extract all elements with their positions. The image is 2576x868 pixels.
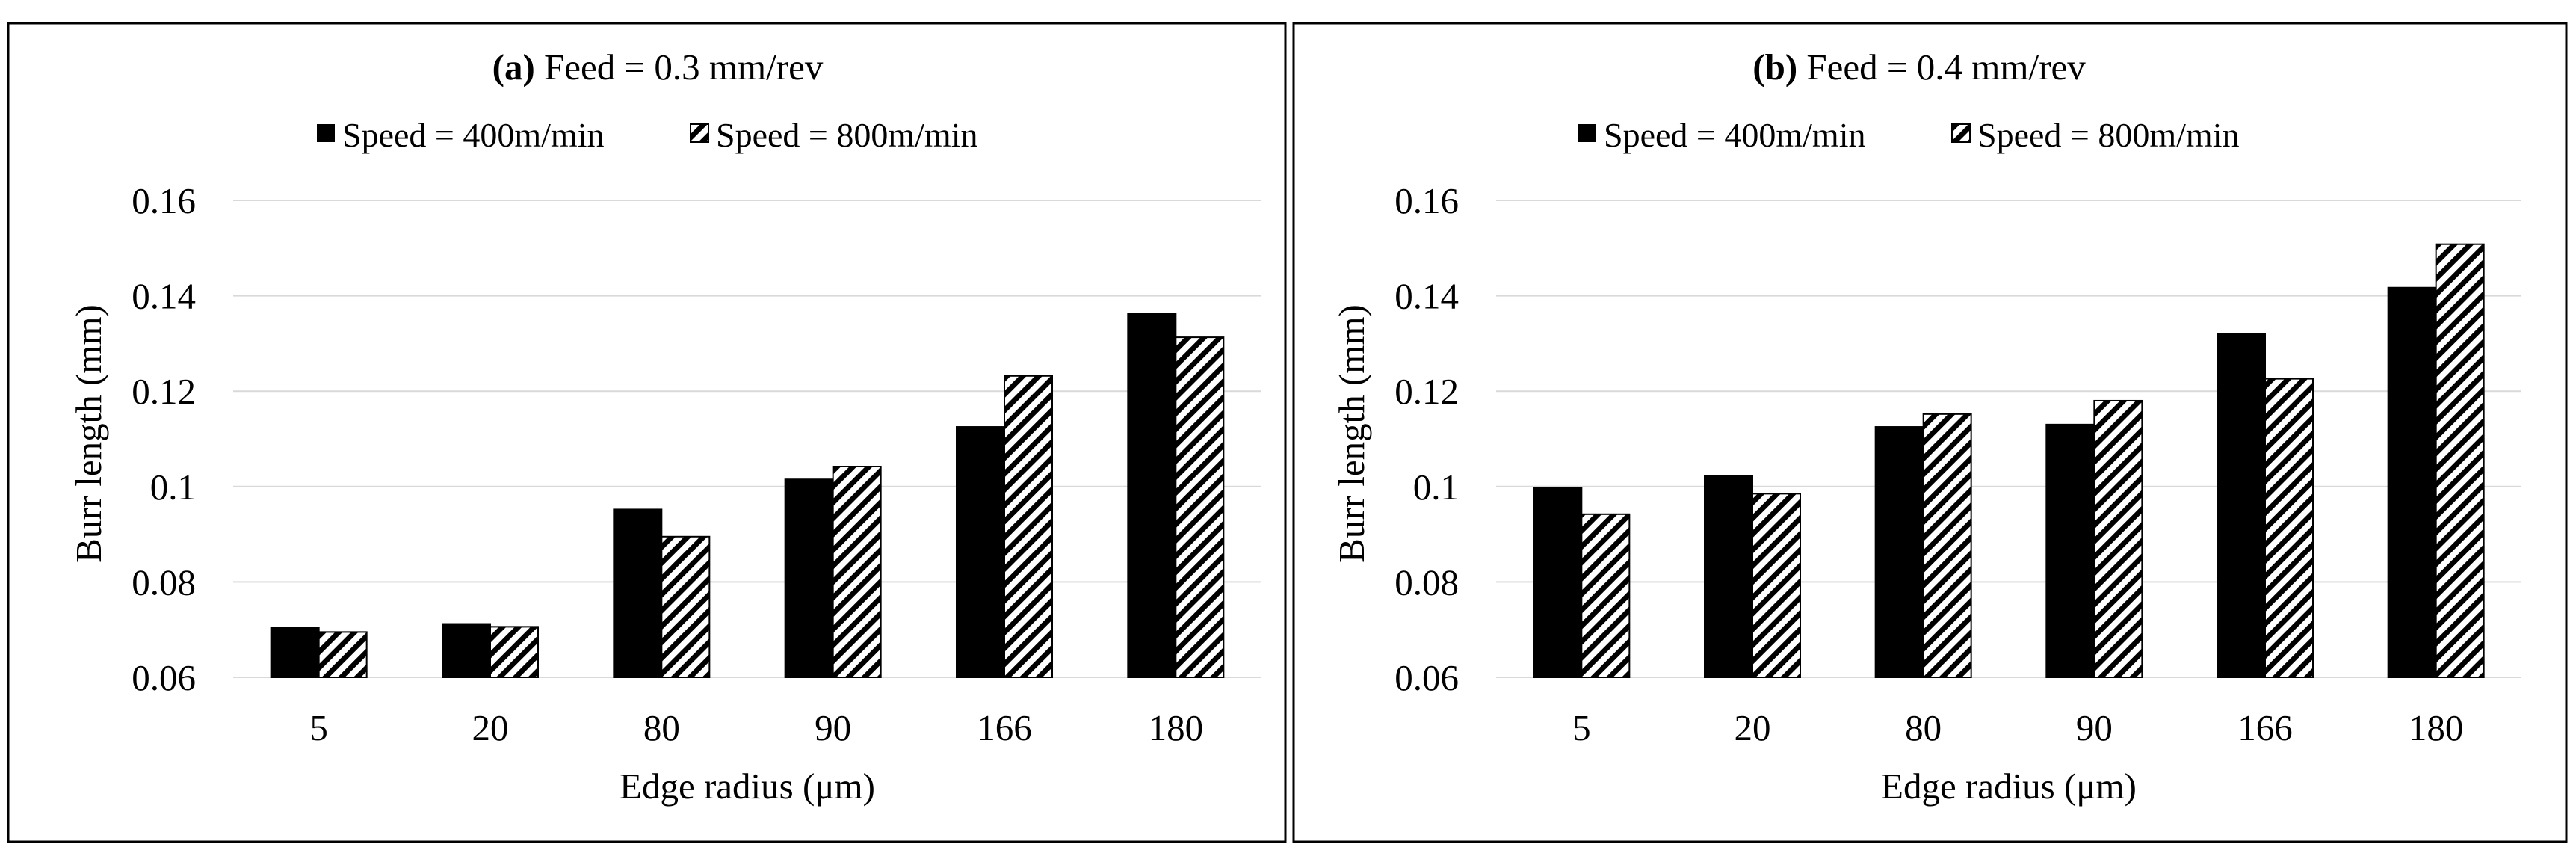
- panel-b-title-text: Feed = 0.4 mm/rev: [1797, 46, 2086, 87]
- panel-a-bar-speed-400-r180: [1127, 313, 1177, 678]
- panel-a-title-text: Feed = 0.3 mm/rev: [535, 46, 824, 87]
- panel-b-ytick-label: 0.1: [1413, 467, 1459, 508]
- panel-a-bar-speed-400-r166: [956, 426, 1005, 678]
- panel-b-legend-swatch-hatch: [1951, 123, 1971, 143]
- panel-a-title: (a) Feed = 0.3 mm/rev: [492, 46, 824, 87]
- panel-a-xlabel: Edge radius (μm): [620, 766, 875, 807]
- panel-b-bar-speed-800-r180: [2435, 243, 2485, 679]
- panel-a-bar-speed-800-r20: [489, 626, 539, 679]
- panel-a-xtick-label: 20: [472, 707, 509, 748]
- panel-a-xtick-label: 166: [977, 707, 1032, 748]
- panel-a-bar-speed-800-r5: [318, 631, 368, 679]
- panel-b-xtick-label: 80: [1905, 707, 1942, 748]
- panel-b-ytick-label: 0.14: [1394, 276, 1459, 317]
- panel-a-legend-swatch-solid: [317, 124, 335, 142]
- panel-a-xtick-label: 180: [1149, 707, 1204, 748]
- panel-b-bar-speed-400-r180: [2387, 286, 2437, 678]
- panel-b-ytick-label: 0.08: [1394, 561, 1459, 603]
- panel-b-xtick-label: 166: [2237, 707, 2293, 748]
- panel-b-bar-speed-400-r5: [1533, 487, 1583, 678]
- panel-a-legend-label-400: Speed = 400m/min: [342, 116, 604, 154]
- panel-a-legend-label-800: Speed = 800m/min: [716, 116, 977, 154]
- panel-a-ytick-label: 0.14: [132, 276, 196, 317]
- panel-b-xtick-label: 90: [2076, 707, 2113, 748]
- panel-b-bar-speed-800-r166: [2264, 378, 2314, 678]
- chart-panel-b: (b) Feed = 0.4 mm/rev Speed = 400m/min S…: [1292, 22, 2568, 843]
- panel-b-ylabel: Burr length (mm): [1331, 304, 1372, 563]
- panel-a-ytick-label: 0.12: [132, 371, 196, 412]
- panel-b-ytick-labels: 0.06 0.08 0.1 0.12 0.14 0.16: [1394, 180, 1459, 698]
- panel-a-ytick-label: 0.08: [132, 561, 196, 603]
- panel-a-ytick-label: 0.06: [132, 657, 196, 698]
- panel-b-xtick-label: 5: [1572, 707, 1591, 748]
- panel-a-xtick-label: 90: [815, 707, 851, 748]
- panel-b-title: (b) Feed = 0.4 mm/rev: [1752, 46, 2086, 87]
- panel-b-gridlines: [1496, 200, 2521, 678]
- panel-b-bar-speed-400-r166: [2217, 333, 2266, 678]
- panel-a-legend: Speed = 400m/min Speed = 800m/min: [317, 116, 977, 154]
- panel-a-bar-speed-800-r90: [832, 466, 882, 679]
- chart-panel-a: (a) Feed = 0.3 mm/rev Speed = 400m/min S…: [7, 22, 1287, 843]
- panel-a-bar-speed-800-r80: [661, 535, 711, 678]
- panel-a-bar-speed-400-r80: [613, 508, 663, 679]
- panel-b-bar-speed-400-r90: [2045, 423, 2095, 678]
- panel-b-title-label: (b): [1752, 46, 1797, 87]
- panel-a-ytick-label: 0.1: [150, 467, 196, 508]
- panel-a-bar-speed-400-r90: [784, 478, 834, 678]
- panel-b-xtick-labels: 5 20 80 90 166 180: [1572, 707, 2463, 748]
- panel-b-legend-label-800: Speed = 800m/min: [1977, 116, 2239, 154]
- panel-a-ytick-labels: 0.06 0.08 0.1 0.12 0.14 0.16: [132, 180, 196, 698]
- panel-b-bars: [1533, 243, 2485, 679]
- panel-b-legend: Speed = 400m/min Speed = 800m/min: [1578, 116, 2239, 154]
- panel-b-ytick-label: 0.12: [1394, 371, 1459, 412]
- panel-b-xtick-label: 180: [2409, 707, 2464, 748]
- panel-a-xtick-label: 80: [643, 707, 680, 748]
- panel-b-legend-swatch-solid: [1578, 124, 1596, 142]
- panel-a-bar-speed-400-r20: [442, 623, 491, 679]
- panel-a-xtick-label: 5: [309, 707, 328, 748]
- panel-a-frame: [7, 22, 1287, 843]
- panel-a-title-label: (a): [492, 46, 535, 87]
- panel-a-bar-speed-800-r166: [1004, 375, 1053, 678]
- panel-a-bars: [270, 313, 1225, 679]
- panel-a-ylabel: Burr length (mm): [68, 304, 109, 563]
- panel-b-bar-speed-800-r80: [1922, 413, 1972, 678]
- panel-b-bar-speed-800-r5: [1581, 513, 1631, 679]
- panel-a-ytick-label: 0.16: [132, 180, 196, 221]
- panel-b-bar-speed-800-r20: [1752, 493, 1801, 678]
- panel-a-xtick-labels: 5 20 80 90 166 180: [309, 707, 1203, 748]
- panel-a-bar-speed-400-r5: [270, 627, 320, 679]
- panel-b-ytick-label: 0.16: [1394, 180, 1459, 221]
- panel-b-bar-speed-800-r90: [2093, 399, 2143, 679]
- panel-b-ytick-label: 0.06: [1394, 657, 1459, 698]
- panel-a-gridlines: [233, 200, 1261, 678]
- panel-b-bar-speed-400-r80: [1874, 426, 1924, 678]
- panel-b-xtick-label: 20: [1735, 707, 1771, 748]
- panel-b-legend-label-400: Speed = 400m/min: [1604, 116, 1865, 154]
- panel-a-bar-speed-800-r180: [1175, 336, 1225, 678]
- panel-b-xlabel: Edge radius (μm): [1881, 766, 2137, 807]
- panel-b-bar-speed-400-r20: [1704, 475, 1753, 678]
- panel-a-legend-swatch-hatch: [690, 123, 709, 143]
